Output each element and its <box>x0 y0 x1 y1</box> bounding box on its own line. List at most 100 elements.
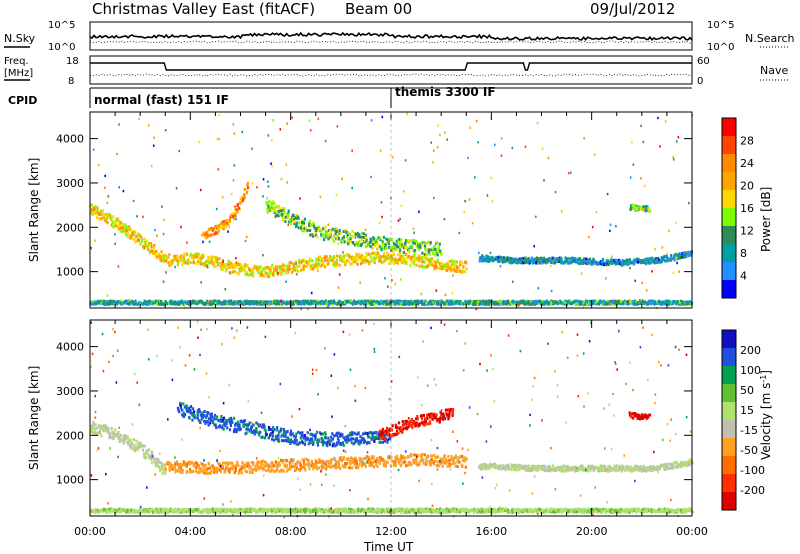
heat-cell <box>347 231 350 235</box>
heat-cell <box>333 464 336 468</box>
heat-cell <box>246 183 249 187</box>
heat-cell <box>427 240 430 244</box>
heat-cell <box>270 266 273 270</box>
heat-cell <box>302 465 305 469</box>
heat-cell <box>643 207 646 210</box>
heat-cell <box>356 231 359 235</box>
heat-cell <box>610 261 613 265</box>
heat-cell <box>588 257 591 261</box>
heat-cell <box>233 132 236 135</box>
heat-cell <box>671 302 674 306</box>
heat-cell <box>656 260 659 264</box>
heat-cell <box>627 300 629 304</box>
heat-cell <box>640 177 642 180</box>
heat-cell <box>375 435 378 439</box>
heat-cell <box>227 299 230 303</box>
heat-cell <box>121 223 125 226</box>
heat-cell <box>302 227 305 231</box>
heat-cell <box>490 255 493 259</box>
heat-cell <box>260 460 263 464</box>
heat-cell <box>598 302 601 306</box>
heat-cell <box>508 260 511 264</box>
heat-cell <box>397 258 400 262</box>
heat-cell <box>656 258 659 262</box>
heat-cell <box>431 247 434 251</box>
heat-cell <box>230 416 233 420</box>
heat-cell <box>301 441 304 445</box>
heat-cell <box>248 429 251 433</box>
heat-cell <box>283 439 286 443</box>
heat-cell <box>116 152 118 156</box>
heat-cell <box>99 209 102 213</box>
heat-cell <box>258 433 261 437</box>
heat-cell <box>541 466 544 470</box>
heat-cell <box>218 300 222 304</box>
heat-cell <box>454 461 457 465</box>
heat-cell <box>96 216 99 220</box>
heat-cell <box>487 260 490 263</box>
heat-cell <box>124 226 127 230</box>
heat-cell <box>338 229 341 232</box>
heat-cell <box>330 256 333 260</box>
heat-cell <box>108 299 111 303</box>
heat-cell <box>303 434 306 437</box>
heat-cell <box>441 262 444 266</box>
heat-cell <box>431 417 434 421</box>
heat-cell <box>450 259 453 263</box>
heat-cell <box>660 260 663 264</box>
heat-cell <box>259 265 262 269</box>
heat-cell <box>491 256 494 260</box>
heat-cell <box>384 429 388 433</box>
heat-cell <box>391 257 394 261</box>
heat-cell <box>351 241 354 244</box>
heat-cell <box>683 255 686 259</box>
heat-cell <box>104 424 107 428</box>
heat-cell <box>190 470 193 474</box>
heat-cell <box>271 430 274 434</box>
heat-cell <box>324 257 327 261</box>
heat-cell <box>371 242 375 246</box>
freq-panel <box>89 55 693 85</box>
heat-cell <box>292 214 295 217</box>
heat-cell <box>182 258 185 262</box>
heat-cell <box>98 424 101 427</box>
heat-cell <box>329 229 332 233</box>
heat-cell <box>193 461 196 465</box>
heat-cell <box>236 428 239 432</box>
heat-cell <box>317 258 320 262</box>
heat-cell <box>139 442 142 446</box>
heat-cell <box>96 206 99 210</box>
heat-cell <box>441 464 444 468</box>
heat-cell <box>227 219 230 223</box>
heat-cell <box>351 229 354 233</box>
heat-cell <box>223 222 226 226</box>
heat-cell <box>433 196 435 200</box>
heat-cell <box>433 459 436 463</box>
heat-cell <box>271 468 274 472</box>
heat-cell <box>288 438 291 442</box>
heat-cell <box>287 213 290 217</box>
heat-cell <box>255 462 258 466</box>
heat-cell <box>437 248 440 252</box>
nave-tick-high: 60 <box>697 56 710 67</box>
heat-cell <box>271 300 274 304</box>
heat-cell <box>211 228 214 232</box>
heat-cell <box>394 300 397 303</box>
heat-cell <box>681 301 684 305</box>
heat-cell <box>645 262 648 266</box>
heat-cell <box>318 225 321 229</box>
nsky-tick-low: 10^0 <box>48 42 75 53</box>
heat-cell <box>632 206 635 210</box>
heat-cell <box>360 262 363 266</box>
heat-cell <box>282 300 285 304</box>
heat-cell <box>374 244 377 247</box>
heat-cell <box>204 416 208 420</box>
heat-cell <box>601 258 605 261</box>
heat-cell <box>146 300 149 304</box>
heat-cell <box>351 186 353 190</box>
heat-cell <box>393 245 396 249</box>
heat-cell <box>519 259 522 263</box>
heat-cell <box>286 436 290 440</box>
heat-cell <box>641 260 644 264</box>
